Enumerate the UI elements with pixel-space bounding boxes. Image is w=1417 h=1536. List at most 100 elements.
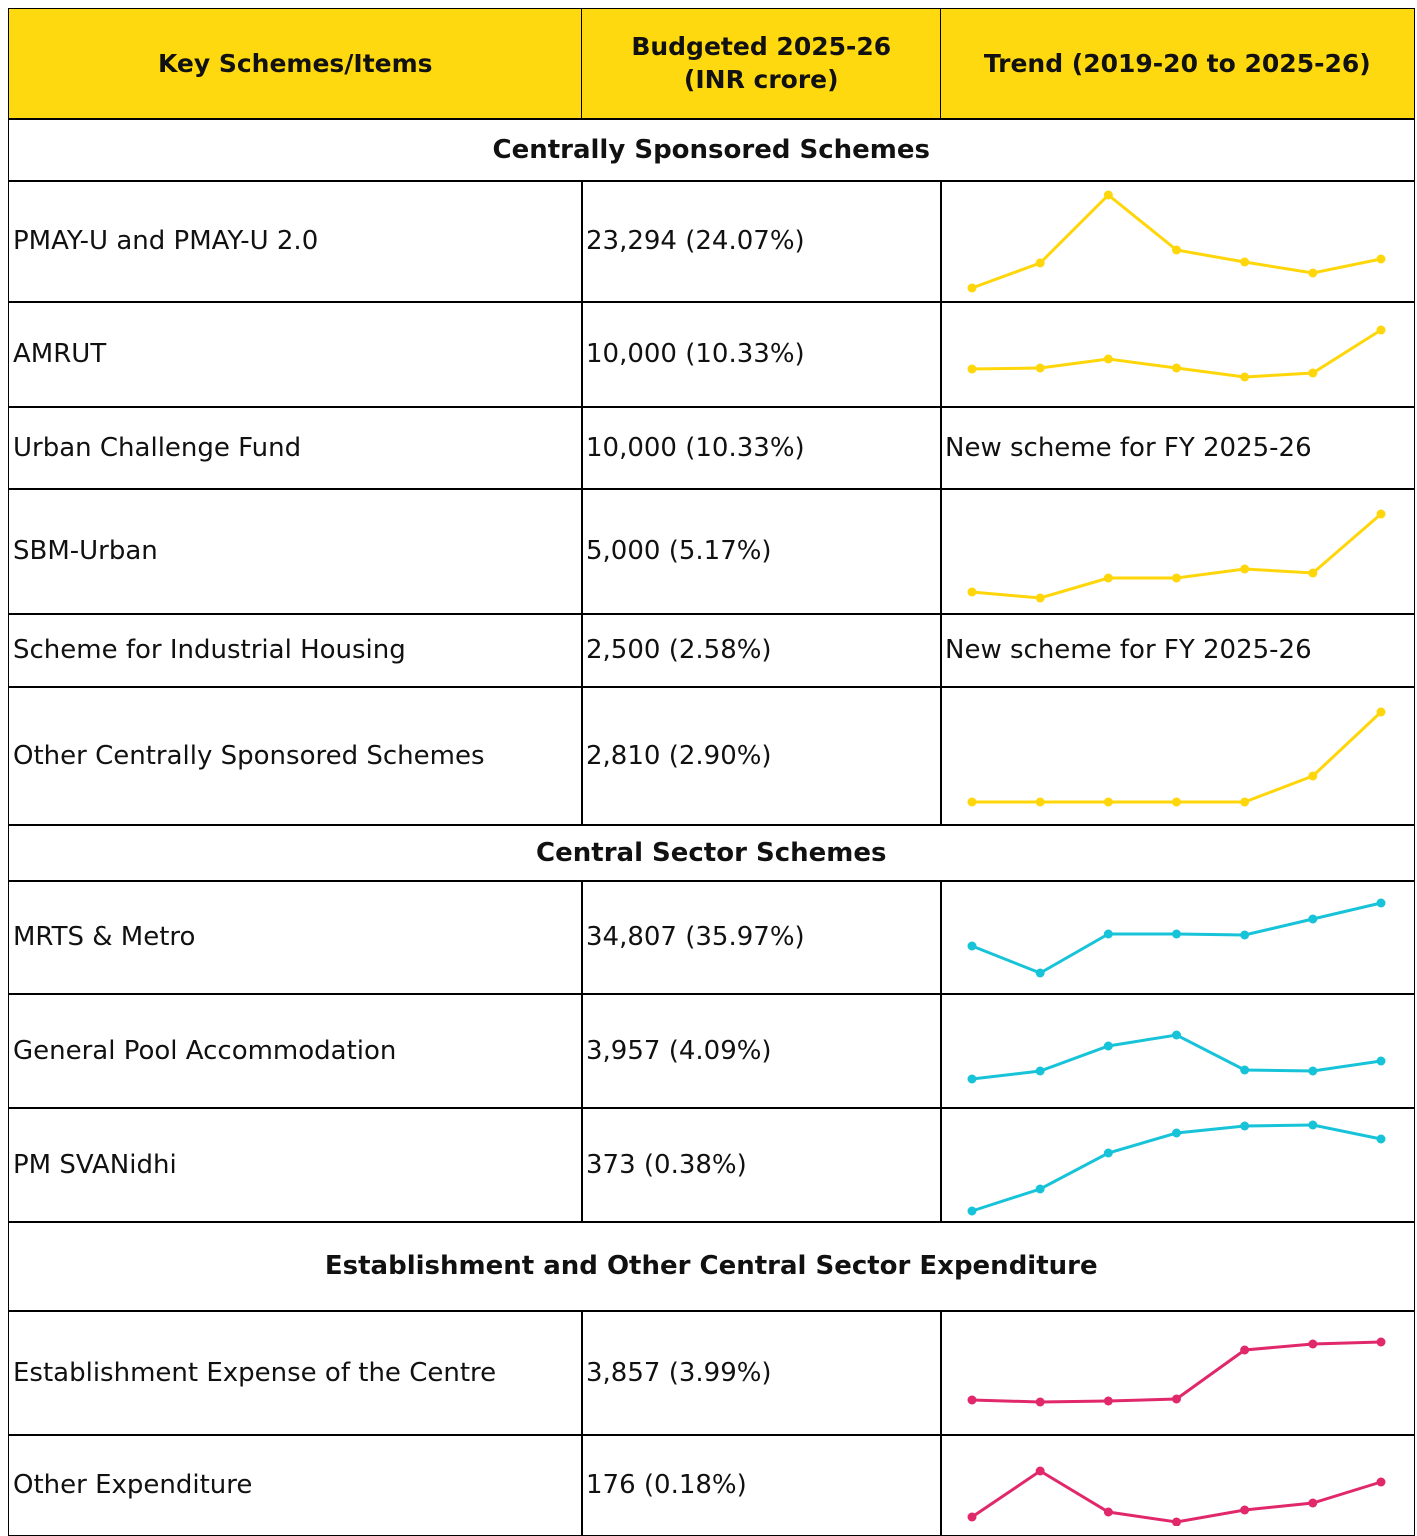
trend-cell xyxy=(940,1310,1415,1436)
sparkline-point xyxy=(1308,771,1318,781)
sparkline-point xyxy=(1103,190,1113,200)
item-cell: Urban Challenge Fund xyxy=(8,406,583,490)
sparkline-point xyxy=(1308,568,1318,578)
sparkline-point xyxy=(1035,258,1045,268)
sparkline-point xyxy=(1308,268,1318,278)
trend-cell xyxy=(940,1107,1415,1223)
sparkline xyxy=(971,192,1382,290)
sparkline-point xyxy=(1376,1134,1386,1144)
sparkline-point xyxy=(967,364,977,374)
sparkline-point xyxy=(1172,1030,1181,1040)
sparkline-point xyxy=(1172,1128,1181,1138)
item-cell: PMAY-U and PMAY-U 2.0 xyxy=(8,180,583,303)
sparkline-point xyxy=(1035,968,1045,978)
trend-cell xyxy=(940,301,1415,408)
sparkline-point xyxy=(1103,1507,1113,1517)
sparkline-point xyxy=(1103,354,1113,364)
sparkline-point xyxy=(1376,254,1386,264)
sparkline-point xyxy=(1240,564,1250,574)
sparkline-point xyxy=(1240,372,1250,382)
sparkline-point xyxy=(1103,573,1113,583)
sparkline-point xyxy=(1376,1056,1386,1066)
sparkline-point xyxy=(1035,1184,1045,1194)
sparkline-point xyxy=(1172,245,1181,255)
sparkline-point xyxy=(1035,363,1045,373)
sparkline-point xyxy=(967,587,977,597)
sparkline-point xyxy=(967,1206,977,1216)
sparkline-point xyxy=(1240,1505,1250,1515)
sparkline-point xyxy=(1172,363,1181,373)
item-cell: General Pool Accommodation xyxy=(8,993,583,1109)
sparkline xyxy=(971,1123,1382,1213)
sparkline-point xyxy=(1172,573,1181,583)
section-title: Establishment and Other Central Sector E… xyxy=(8,1221,1415,1312)
sparkline-point xyxy=(1376,509,1386,519)
sparkline-point xyxy=(1172,1517,1181,1526)
trend-cell xyxy=(940,488,1415,615)
sparkline-point xyxy=(967,1074,977,1084)
section-title: Centrally Sponsored Schemes xyxy=(8,118,1415,182)
sparkline-point xyxy=(1376,898,1386,908)
sparkline xyxy=(971,1469,1382,1524)
sparkline-point xyxy=(1240,1065,1250,1075)
sparkline-point xyxy=(1103,1396,1113,1406)
budget-cell: 5,000 (5.17%) xyxy=(581,488,942,615)
budget-cell: 176 (0.18%) xyxy=(581,1434,942,1536)
sparkline-point xyxy=(967,797,977,807)
sparkline xyxy=(971,512,1382,600)
section-title: Central Sector Schemes xyxy=(8,824,1415,882)
sparkline-point xyxy=(1035,1066,1045,1076)
item-cell: Establishment Expense of the Centre xyxy=(8,1310,583,1436)
item-cell: PM SVANidhi xyxy=(8,1107,583,1223)
item-cell: SBM-Urban xyxy=(8,488,583,615)
sparkline-point xyxy=(1376,1337,1386,1347)
sparkline-point xyxy=(1240,930,1250,940)
budget-cell: 10,000 (10.33%) xyxy=(581,406,942,490)
sparkline-point xyxy=(1172,1394,1181,1404)
sparkline xyxy=(971,1033,1382,1081)
header-cell: Budgeted 2025-26 (INR crore) xyxy=(581,8,942,120)
item-cell: MRTS & Metro xyxy=(8,880,583,995)
sparkline-point xyxy=(1308,1120,1318,1130)
sparkline-point xyxy=(1240,1121,1250,1131)
budget-cell: 34,807 (35.97%) xyxy=(581,880,942,995)
sparkline-point xyxy=(1035,593,1045,603)
sparkline-point xyxy=(1103,929,1113,939)
trend-note: New scheme for FY 2025-26 xyxy=(940,406,1415,490)
sparkline-point xyxy=(1376,325,1386,335)
sparkline-point xyxy=(1308,1339,1318,1349)
sparkline-point xyxy=(1308,1498,1318,1508)
sparkline-point xyxy=(1308,914,1318,924)
sparkline xyxy=(971,1340,1382,1404)
sparkline-point xyxy=(1376,1477,1386,1487)
sparkline-point xyxy=(1103,1041,1113,1051)
sparkline-point xyxy=(967,1512,977,1522)
item-cell: Scheme for Industrial Housing xyxy=(8,613,583,688)
sparkline-point xyxy=(1103,1148,1113,1158)
item-cell: Other Centrally Sponsored Schemes xyxy=(8,686,583,826)
header-cell: Trend (2019-20 to 2025-26) xyxy=(940,8,1415,120)
sparkline-point xyxy=(967,941,977,951)
header-cell: Key Schemes/Items xyxy=(8,8,583,120)
sparkline-point xyxy=(1376,707,1386,717)
budget-cell: 10,000 (10.33%) xyxy=(581,301,942,408)
budget-cell: 2,500 (2.58%) xyxy=(581,613,942,688)
budget-cell: 3,857 (3.99%) xyxy=(581,1310,942,1436)
sparkline-point xyxy=(1240,1345,1250,1355)
sparkline-point xyxy=(1035,1466,1045,1476)
budget-cell: 23,294 (24.07%) xyxy=(581,180,942,303)
sparkline-point xyxy=(1103,797,1113,807)
sparkline-point xyxy=(967,283,977,293)
budget-cell: 2,810 (2.90%) xyxy=(581,686,942,826)
sparkline xyxy=(972,710,1383,804)
trend-cell xyxy=(940,686,1415,826)
sparkline-point xyxy=(1035,1397,1045,1407)
sparkline-point xyxy=(1308,368,1318,378)
budget-cell: 3,957 (4.09%) xyxy=(581,993,942,1109)
budget-cell: 373 (0.38%) xyxy=(581,1107,942,1223)
trend-cell xyxy=(940,180,1415,303)
trend-cell xyxy=(940,993,1415,1109)
